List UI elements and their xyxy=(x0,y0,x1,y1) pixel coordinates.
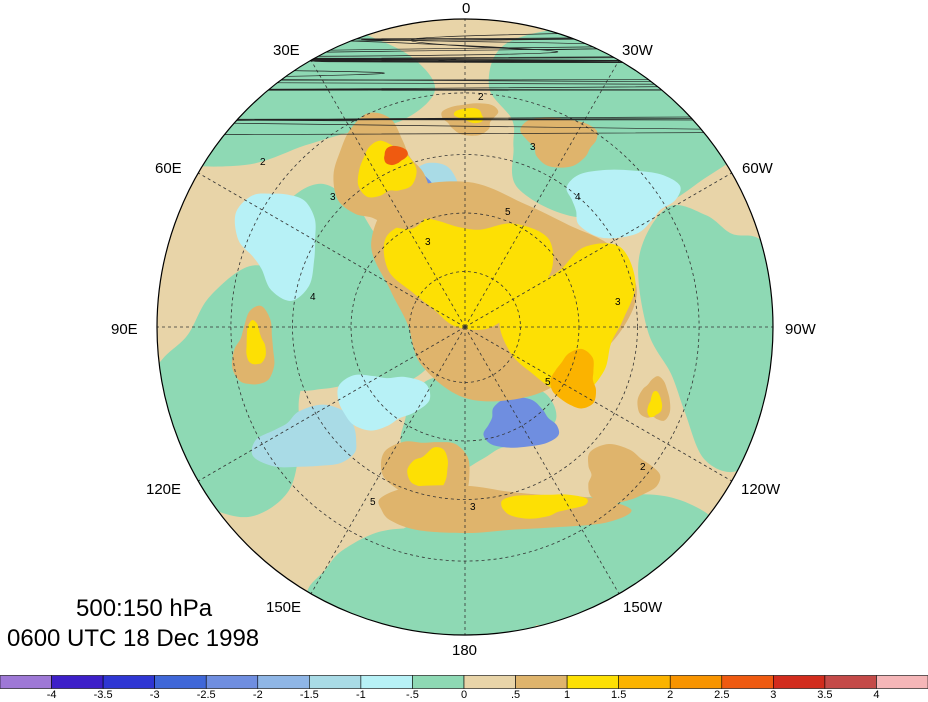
contour-label: 3 xyxy=(330,192,336,203)
anomaly-region xyxy=(501,494,588,519)
coastline xyxy=(157,65,773,95)
colorbar-tick-label: 3.5 xyxy=(817,689,833,701)
longitude-label: 150E xyxy=(266,599,302,616)
anomaly-region xyxy=(246,320,266,365)
contour-label: 4 xyxy=(310,292,316,303)
colorbar-swatch xyxy=(51,675,104,689)
anomaly-region xyxy=(407,447,448,490)
anomaly-region xyxy=(566,169,681,239)
level-label: 500:150 hPa xyxy=(76,595,213,622)
colorbar-tick-label: -.5 xyxy=(405,689,419,701)
anomaly-region xyxy=(234,193,316,301)
graticule xyxy=(157,19,773,635)
colorbar-swatch xyxy=(205,675,259,689)
colorbar-tick-label: 4 xyxy=(873,689,880,701)
colorbar-tick-label: 3 xyxy=(770,689,777,701)
longitude-label: 60W xyxy=(742,160,773,177)
colorbar-swatch xyxy=(463,675,516,689)
colorbar-tick-label: .5 xyxy=(511,689,521,701)
longitude-label: 120W xyxy=(741,481,781,498)
colorbar-tick-label: -2 xyxy=(252,689,263,701)
colorbar-swatch xyxy=(566,675,619,689)
contour-labels: 2 3 4 5 3 2 3 5 4 3 2 3 5 xyxy=(260,92,646,513)
longitude-label: 120E xyxy=(146,481,182,498)
time-label: 0600 UTC 18 Dec 1998 xyxy=(7,625,260,652)
colorbar-tick-label: 0 xyxy=(460,689,468,701)
colorbar-swatch xyxy=(412,675,465,689)
contour-label: 3 xyxy=(425,237,431,248)
longitude-label: 60E xyxy=(155,160,182,177)
colorbar-tick-label: -3.5 xyxy=(93,689,113,701)
longitude-label: 30W xyxy=(622,42,653,59)
colorbar-tick-label: 1 xyxy=(564,689,571,701)
anomaly-region xyxy=(306,528,544,635)
longitude-label: 30E xyxy=(273,42,300,59)
contour-label: 5 xyxy=(505,207,511,218)
longitude-label: 90W xyxy=(785,321,816,338)
colorbar-swatch xyxy=(824,675,877,689)
colorbar-swatch xyxy=(102,675,155,689)
colorbar-tick-label: 2 xyxy=(667,689,674,701)
colorbar-tick-label: -1.5 xyxy=(299,689,319,701)
anomaly-region xyxy=(647,391,663,418)
colorbar-swatch xyxy=(515,675,568,689)
colorbar-swatch xyxy=(154,675,207,689)
contour-label: 2 xyxy=(640,462,646,473)
latitude-circle xyxy=(350,212,580,442)
contour-label: 3 xyxy=(470,502,476,513)
map-border xyxy=(156,18,774,636)
anomaly-region xyxy=(384,145,408,166)
colorbar-tick-label: -1 xyxy=(356,689,366,701)
colorbar xyxy=(0,675,928,689)
positive-anomaly-regions xyxy=(231,103,671,534)
contour-label: 4 xyxy=(575,192,581,203)
longitude-label: 150W xyxy=(623,599,663,616)
colorbar-swatch xyxy=(876,675,928,689)
anomaly-region xyxy=(638,204,773,473)
coastlines xyxy=(157,24,773,136)
anomaly-region xyxy=(520,117,598,168)
anomaly-region xyxy=(550,348,597,409)
colorbar-swatch xyxy=(773,675,826,689)
colorbar-tick-label: -4 xyxy=(46,689,57,701)
colorbar-tick-label: -2.5 xyxy=(196,689,216,701)
colorbar-tick-label: 2.5 xyxy=(714,689,730,701)
contour-label: 3 xyxy=(615,297,621,308)
anomaly-region xyxy=(587,443,661,504)
contour-label: 3 xyxy=(530,142,536,153)
latitude-circle xyxy=(292,154,638,500)
colorbar-swatch xyxy=(0,675,52,689)
colorbar-swatch xyxy=(309,675,362,689)
colorbar-swatch xyxy=(669,675,723,689)
colorbar-swatch xyxy=(360,675,413,689)
colorbar-tick-label: 1.5 xyxy=(611,689,627,701)
contour-label: 5 xyxy=(545,377,551,388)
longitude-label: 0 xyxy=(462,0,471,17)
anomaly-region xyxy=(337,374,431,431)
colorbar-tick-label: -3 xyxy=(149,689,160,701)
longitude-label: 180 xyxy=(452,642,478,659)
longitude-label: 90E xyxy=(111,321,138,338)
contour-label: 2 xyxy=(260,157,266,168)
colorbar-swatch xyxy=(618,675,671,689)
colorbar-swatch xyxy=(721,675,774,689)
contour-label: 2 xyxy=(478,92,484,103)
anomaly-region xyxy=(251,404,357,468)
anomaly-region xyxy=(499,243,636,395)
contour-label: 5 xyxy=(370,497,376,508)
colorbar-swatch xyxy=(257,675,310,689)
coastline xyxy=(157,24,773,57)
